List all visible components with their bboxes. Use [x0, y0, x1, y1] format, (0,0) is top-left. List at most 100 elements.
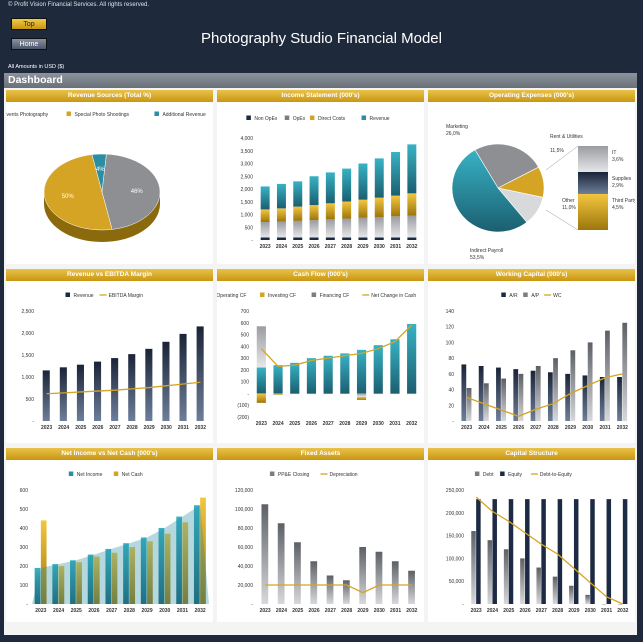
y-tick-label: 600 [20, 488, 29, 494]
bar [59, 367, 67, 421]
y-tick-label: 300 [20, 545, 29, 551]
x-tick-label: 2028 [341, 244, 352, 250]
y-tick-label: 140 [446, 309, 455, 315]
bar-segment [293, 220, 303, 238]
legend-label: PP&E Closing [278, 472, 310, 478]
bar [40, 520, 47, 604]
x-tick-label: 2023 [260, 244, 271, 250]
bar [520, 558, 525, 604]
pie-label: 4% [96, 167, 105, 173]
x-tick-label: 2028 [124, 608, 135, 614]
detail-value: 3,6% [612, 157, 624, 163]
bar-segment [276, 208, 286, 222]
x-tick-label: 2030 [159, 608, 170, 614]
bar-segment [340, 353, 350, 394]
y-tick-label: - [247, 391, 249, 397]
pie-value: 53,5% [470, 255, 485, 261]
x-tick-label: 2024 [272, 421, 283, 427]
top-button[interactable]: Top [11, 18, 47, 30]
bar [326, 575, 334, 604]
revenue-vs-ebitda-chart: Revenue EBITDA Margin 2,500 2,000 1,500 1,000… [21, 292, 206, 431]
bar [570, 350, 576, 421]
x-tick-label: 2023 [35, 608, 46, 614]
x-tick-label: 2025 [71, 608, 82, 614]
bar [587, 342, 593, 421]
fixed-assets-chart: PP&E Closing Depreciation 120,000 100,000 80… [235, 471, 418, 614]
bar-segment [358, 217, 368, 238]
bar-segment [293, 181, 303, 207]
legend-label: Special Photo Shootings [75, 112, 130, 118]
y-tick-label: 1,500 [240, 200, 253, 206]
bar [536, 567, 541, 604]
bar [617, 604, 623, 605]
legend-label: OpEx [293, 116, 306, 122]
panel-title: Net Income vs Net Cash (000's) [6, 448, 213, 460]
y-tick-label: 120 [446, 325, 455, 331]
panel-title: Income Statement (000's) [217, 90, 424, 102]
series-line [46, 381, 201, 395]
bar-segment [373, 393, 383, 395]
y-tick-label: 100,000 [235, 507, 253, 513]
panel-title: Cash Flow (000's) [217, 269, 424, 281]
x-tick-label: 2031 [390, 608, 401, 614]
y-tick-label: 2,000 [21, 331, 34, 337]
bar [553, 358, 558, 421]
x-tick-label: 2031 [601, 608, 612, 614]
y-tick-label: 500 [26, 397, 35, 403]
bar [461, 364, 467, 421]
x-tick-label: 2030 [374, 244, 385, 250]
bar [277, 523, 285, 604]
x-tick-label: 2026 [513, 425, 524, 431]
legend-swatch [269, 471, 275, 476]
bar [123, 543, 129, 604]
bar [483, 383, 489, 421]
y-tick-label: 200,000 [446, 511, 464, 517]
x-tick-label: 2023 [461, 425, 472, 431]
x-tick-label: 2029 [144, 425, 155, 431]
bar [547, 372, 553, 421]
home-button[interactable]: Home [11, 38, 47, 50]
x-tick-label: 2032 [406, 421, 417, 427]
y-tick-label: 400 [20, 526, 29, 532]
y-tick-label: 60,000 [238, 545, 254, 551]
legend-swatch [66, 111, 72, 116]
bar-segment [374, 237, 384, 240]
x-tick-label: 2029 [356, 421, 367, 427]
bar [492, 499, 497, 604]
bar [541, 499, 546, 604]
bar-segment [325, 172, 335, 204]
x-tick-label: 2025 [289, 421, 300, 427]
x-tick-label: 2029 [357, 244, 368, 250]
panel-title: Operating Expenses (000's) [428, 90, 635, 102]
x-tick-label: 2029 [357, 608, 368, 614]
bar [525, 499, 530, 604]
x-tick-label: 2032 [617, 608, 628, 614]
legend-label: A/R [509, 293, 518, 299]
bar [164, 533, 171, 604]
x-tick-label: 2027 [109, 425, 120, 431]
bar-segment [325, 219, 335, 238]
bar-segment [373, 345, 383, 394]
working-capital-chart: A/R A/P WC 140 120 100 80 60 40 20 - 2023 2024 2025 20… [446, 292, 628, 431]
bar [58, 566, 65, 604]
bar-segment [342, 218, 352, 238]
x-tick-label: 2026 [88, 608, 99, 614]
bar-segment [391, 152, 401, 196]
bar-segment [276, 237, 286, 240]
bar-segment [407, 323, 417, 394]
x-tick-label: 2032 [195, 425, 206, 431]
bar [585, 594, 590, 604]
x-tick-label: 2030 [374, 608, 385, 614]
x-tick-label: 2027 [325, 608, 336, 614]
currency-note: All Amounts in USD ($) [8, 64, 65, 70]
detail-bar-segment [578, 194, 608, 230]
detail-bar-segment [578, 146, 608, 172]
bar [76, 364, 84, 421]
bar [601, 604, 607, 605]
x-tick-label: 2031 [599, 425, 610, 431]
bar-segment [391, 237, 401, 240]
bar-segment [273, 393, 283, 395]
x-tick-label: 2024 [276, 244, 287, 250]
bar [70, 560, 76, 604]
bar [391, 561, 399, 604]
